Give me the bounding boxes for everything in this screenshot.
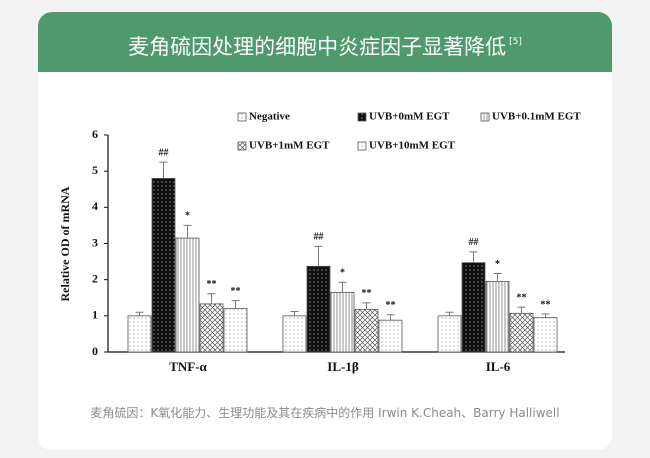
bar [306, 265, 331, 353]
y-tick-label: 0 [92, 344, 98, 358]
significance-label: * [495, 259, 500, 270]
bar [533, 317, 558, 353]
error-bar [386, 314, 395, 321]
bar [378, 319, 403, 353]
legend-label: UVB+0.1mM EGT [492, 111, 581, 123]
significance-label: * [340, 267, 345, 278]
legend-label: UVB+1mM EGT [249, 140, 330, 152]
error-bar [135, 311, 144, 316]
legend-swatch [357, 112, 367, 122]
error-bar [517, 306, 526, 314]
y-tick-label: 3 [92, 235, 98, 249]
bar [354, 308, 379, 353]
significance-label: * [185, 211, 190, 222]
legend-swatch [480, 112, 490, 122]
y-tick-label: 1 [92, 308, 98, 322]
error-bar [159, 161, 168, 179]
bar [509, 312, 534, 353]
bar [330, 291, 355, 353]
significance-label: ** [207, 279, 217, 290]
bar [437, 315, 462, 353]
significance-label: ## [469, 237, 479, 248]
bar [461, 262, 486, 353]
bar [175, 237, 200, 353]
bar [485, 281, 510, 353]
y-tick-label: 5 [92, 163, 98, 177]
y-tick-label: 2 [92, 271, 98, 285]
legend-label: Negative [249, 111, 290, 123]
error-bar [541, 313, 550, 318]
y-axis-label: Relative OD of mRNA [58, 186, 72, 301]
error-bar [362, 302, 371, 310]
header: 麦角硫因处理的细胞中炎症因子显著降低 [5] [38, 12, 612, 72]
bar [151, 177, 176, 353]
source: 麦角硫因：K氧化能力、生理功能及其在疾病中的作用 Irwin K.Cheah、B… [90, 406, 560, 420]
significance-label: ** [386, 300, 396, 311]
y-tick-label: 6 [92, 127, 98, 141]
bar [199, 303, 224, 353]
error-bar [231, 300, 240, 309]
significance-label: ** [362, 288, 372, 299]
error-bar [445, 311, 454, 316]
error-bar [314, 245, 323, 267]
error-bar [290, 310, 299, 316]
significance-label: ## [159, 147, 169, 158]
legend-swatch [237, 141, 247, 151]
error-bar [338, 281, 347, 293]
y-tick-label: 4 [92, 199, 98, 213]
significance-label: ** [517, 292, 527, 303]
bar [127, 315, 152, 353]
significance-label: ## [314, 232, 324, 243]
legend-label: UVB+0mM EGT [369, 111, 450, 123]
error-bar [207, 293, 216, 304]
significance-label: ** [541, 299, 551, 310]
card: 麦角硫因处理的细胞中炎症因子显著降低 [5] 麦角硫因：K氧化能力、生理功能及其在… [38, 12, 612, 450]
reference: [5] [509, 37, 522, 47]
legend-label: UVB+10mM EGT [369, 140, 456, 152]
x-tick-label: TNF-α [169, 359, 207, 374]
significance-label: ** [231, 286, 241, 297]
error-bar [183, 224, 192, 239]
legend-swatch [237, 112, 247, 122]
legend-swatch [357, 141, 367, 151]
x-tick-label: IL-6 [486, 359, 511, 374]
error-bar [493, 273, 502, 282]
bar [282, 315, 307, 353]
error-bar [469, 251, 478, 263]
bar [223, 308, 248, 353]
x-tick-label: IL-1β [327, 359, 359, 374]
title: 麦角硫因处理的细胞中炎症因子显著降低 [128, 35, 507, 59]
